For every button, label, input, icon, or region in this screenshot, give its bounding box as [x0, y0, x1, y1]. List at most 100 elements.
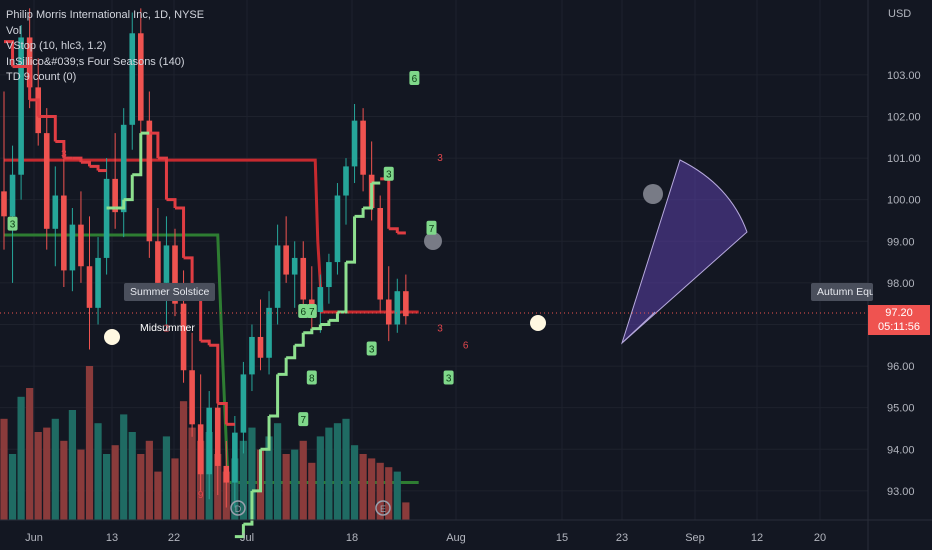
- candle-body: [232, 432, 238, 483]
- vstop-segment: [243, 490, 254, 526]
- y-tick-label: 100.00: [887, 195, 921, 207]
- vstop-segment: [209, 343, 220, 404]
- volume-bar: [376, 462, 384, 520]
- td-label-box: [383, 166, 394, 181]
- new-moon-icon: [424, 232, 442, 250]
- candle-body: [43, 133, 50, 229]
- candle-body: [112, 178, 118, 213]
- candle-body: [78, 224, 84, 267]
- candle-body: [26, 37, 33, 88]
- td-label: 3: [446, 374, 452, 385]
- candle-body: [334, 195, 341, 263]
- vstop-segment: [4, 40, 15, 67]
- td-label: 8: [309, 374, 315, 385]
- vstop-segment: [346, 216, 357, 264]
- volume-bar: [120, 414, 128, 520]
- candle-body: [385, 299, 392, 325]
- candle-body: [129, 33, 136, 125]
- legend: Philip Morris International Inc, 1D, NYS…: [6, 8, 204, 86]
- legend-title[interactable]: Philip Morris International Inc, 1D, NYS…: [6, 9, 205, 21]
- vstop-segment: [337, 262, 348, 314]
- vstop-segment: [175, 206, 186, 258]
- volume-bar: [154, 471, 162, 520]
- volume-bar: [350, 445, 359, 520]
- candle-body: [317, 287, 324, 312]
- td-label-box: [409, 71, 420, 86]
- td-label: 7: [300, 415, 306, 426]
- volume-bar: [51, 418, 59, 520]
- candle-body: [95, 257, 101, 308]
- projection-line: [621, 311, 656, 344]
- volume-bar: [145, 440, 153, 520]
- vstop-segment: [363, 183, 374, 210]
- moon-markers: D E: [0, 140, 868, 516]
- volume-bar: [333, 423, 342, 520]
- legend-four-seasons[interactable]: InSillico&#039;s Four Seasons (140): [6, 55, 185, 68]
- candle-body: [283, 245, 289, 275]
- legend-vstop[interactable]: VStop (10, hlc3, 1.2): [6, 40, 107, 52]
- midsummer-label: Midsummer: [140, 322, 195, 334]
- volume-bar: [385, 467, 393, 520]
- td-label-box: [7, 216, 18, 231]
- volume-bar: [239, 440, 247, 520]
- legend-td9[interactable]: TD 9 count (0): [6, 71, 77, 83]
- x-tick-label: Aug: [446, 532, 466, 544]
- volume-bar: [94, 423, 102, 520]
- currency-label[interactable]: USD: [888, 8, 912, 20]
- vstop-segment: [251, 449, 262, 493]
- volume-bar: [342, 418, 350, 520]
- candle-body: [1, 191, 7, 217]
- bar-countdown: 05:11:56: [877, 321, 920, 333]
- td-label: 9: [198, 490, 204, 501]
- candle-body: [377, 208, 383, 300]
- volume-bar: [43, 427, 51, 520]
- volume-bar: [103, 454, 111, 520]
- volume-bar: [111, 445, 119, 520]
- vstop-segment: [123, 174, 134, 202]
- candle-body: [120, 124, 127, 213]
- last-price-tag: 97.20 05:11:56: [868, 305, 930, 335]
- legend-volume[interactable]: Vol: [6, 24, 22, 37]
- vstop-segment: [183, 256, 194, 292]
- td-label-box: [306, 370, 317, 385]
- candle-body: [146, 120, 153, 242]
- candle-body: [69, 224, 76, 271]
- candle-body: [223, 465, 230, 483]
- new-moon-icon: [643, 184, 663, 204]
- td-label: 3: [369, 344, 375, 355]
- vstop-segment: [260, 416, 271, 451]
- td-label-box: [366, 341, 377, 356]
- candle-body: [343, 166, 349, 196]
- volume-bar: [308, 462, 316, 520]
- x-tick-label: 15: [556, 532, 568, 544]
- volume-bar: [402, 502, 410, 520]
- volume-bar: [77, 449, 85, 520]
- vstop-segment: [132, 133, 143, 177]
- td-label: 3: [10, 220, 16, 231]
- volume-bar: [393, 471, 401, 520]
- candle-body: [351, 120, 358, 167]
- volume-bars: [0, 366, 410, 520]
- y-tick-label: 93.00: [887, 486, 915, 498]
- vstop-segment: [149, 131, 160, 159]
- volume-bar: [60, 440, 68, 520]
- volume-bar: [299, 440, 307, 520]
- td-label: 6: [412, 74, 418, 85]
- candle-body: [86, 266, 93, 308]
- y-tick-label: 95.00: [887, 403, 915, 415]
- x-tick-label: Jun: [25, 532, 43, 544]
- x-tick-label: 23: [616, 532, 628, 544]
- td-label: 3: [437, 153, 443, 164]
- candle-body: [291, 257, 298, 275]
- last-price-value: 97.20: [885, 307, 913, 319]
- volume-bar: [171, 458, 179, 520]
- td-label: 3: [437, 324, 443, 335]
- candle-body: [103, 178, 110, 258]
- autumn-equinox-label: Autumn Equino: [811, 283, 873, 301]
- td-label: 7: [309, 307, 315, 318]
- dividend-icon-letter: D: [235, 504, 242, 514]
- candle-body: [326, 262, 332, 288]
- y-tick-label: 94.00: [887, 444, 915, 456]
- candle-body: [163, 245, 170, 283]
